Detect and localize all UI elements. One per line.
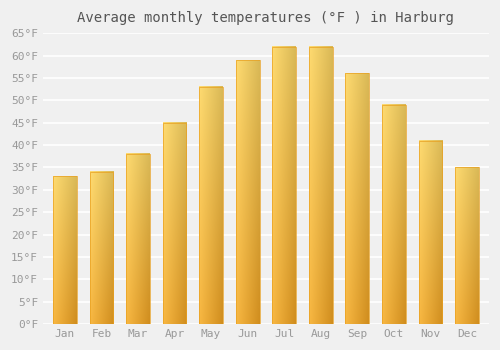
Title: Average monthly temperatures (°F ) in Harburg: Average monthly temperatures (°F ) in Ha… [78,11,454,25]
Bar [272,47,296,324]
Bar [199,87,223,324]
Bar [309,47,332,324]
Bar [346,74,369,324]
Bar [162,123,186,324]
Bar [90,172,114,324]
Bar [382,105,406,324]
Bar [126,154,150,324]
Bar [455,167,479,324]
Bar [236,60,260,324]
Bar [53,176,77,324]
Bar [418,141,442,324]
